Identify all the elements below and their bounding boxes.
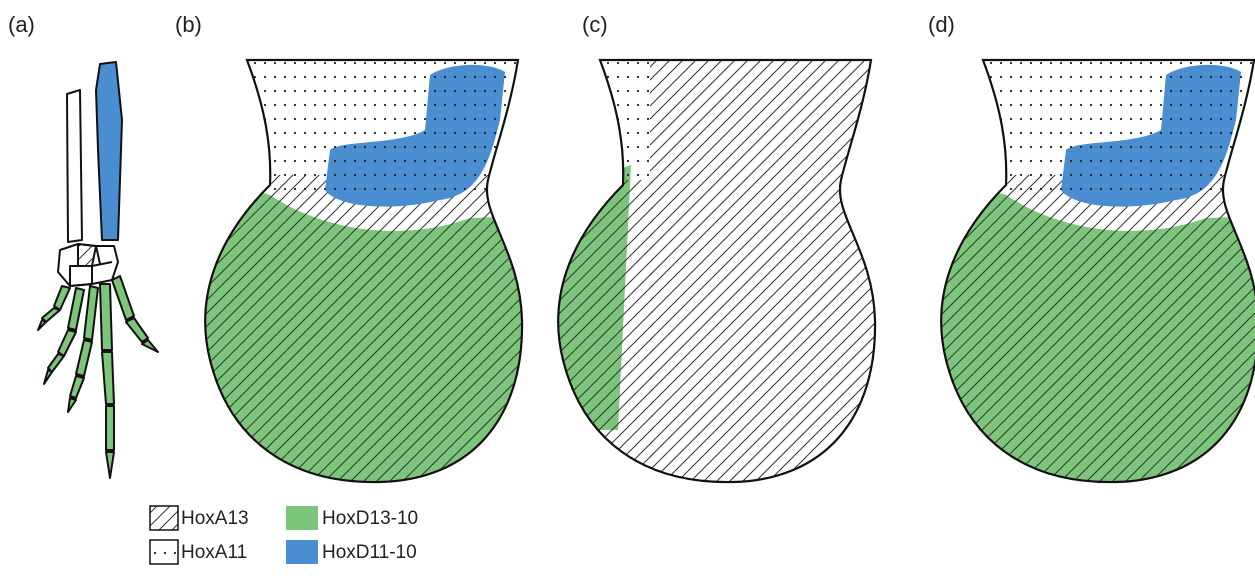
- figure: (a) (b) (c) (d): [0, 0, 1255, 580]
- bone: [67, 90, 82, 242]
- legend-swatch: [286, 540, 318, 564]
- hoxa11-region: [593, 60, 650, 185]
- panel-label: (b): [175, 12, 202, 37]
- limb-bud: [503, 40, 930, 510]
- skeleton: [38, 62, 158, 478]
- digits: [38, 276, 158, 478]
- legend: HoxA13 HoxA11 HoxD13-10 HoxD11-10: [150, 506, 418, 564]
- panel-label: (d): [928, 12, 955, 37]
- legend-label: HoxD13-10: [322, 508, 418, 529]
- bone: [96, 62, 122, 240]
- hoxa11-region: [886, 60, 1255, 195]
- legend-label: HoxD11-10: [322, 542, 417, 563]
- hoxa13-region: [886, 175, 1255, 515]
- legend-swatch: [150, 506, 178, 530]
- panel-label: (c): [582, 12, 608, 37]
- hoxa13-region: [503, 180, 653, 510]
- hoxa13-region: [650, 40, 930, 500]
- limb-bud: [150, 40, 570, 520]
- legend-label: HoxA11: [181, 542, 247, 563]
- legend-swatch: [286, 506, 318, 530]
- legend-swatch: [150, 540, 178, 564]
- carpal: [78, 244, 96, 266]
- limb-bud: [886, 40, 1255, 520]
- legend-label: HoxA13: [181, 508, 249, 529]
- panel-label: (a): [8, 12, 35, 37]
- hoxa13-region: [150, 175, 570, 515]
- page: {"panels": [{"label": "(a)"}, {"label": …: [0, 0, 1255, 580]
- hoxa11-region: [150, 60, 570, 195]
